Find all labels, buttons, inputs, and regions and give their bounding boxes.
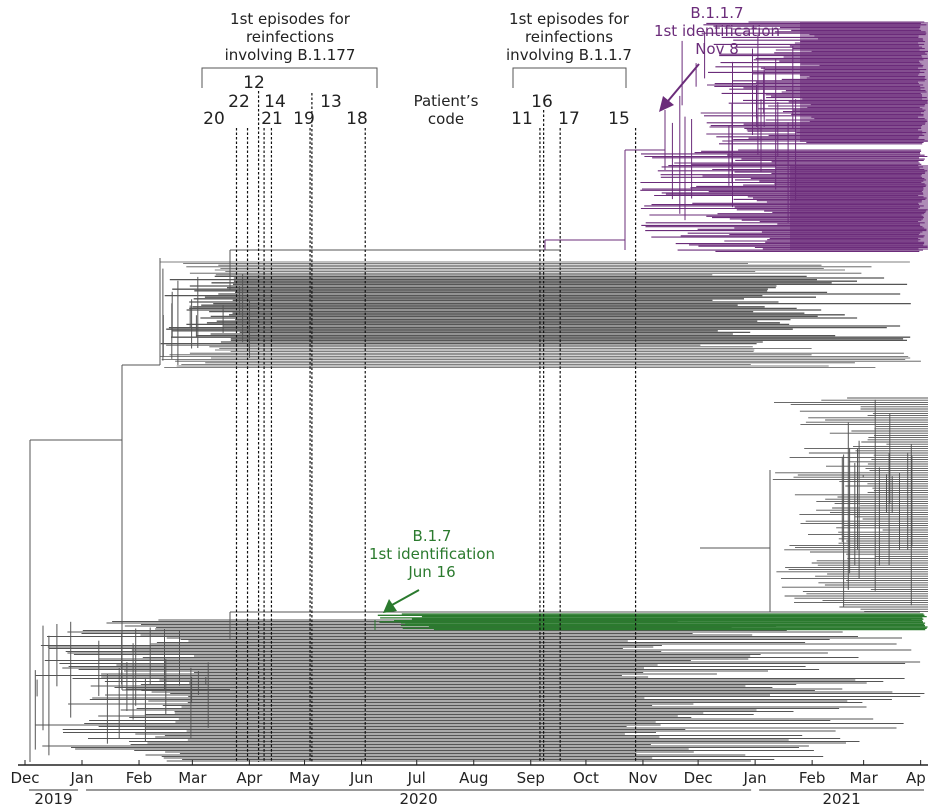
month-label: Oct: [573, 769, 599, 787]
b117-group-label: 1st episodes for reinfections involving …: [506, 10, 632, 64]
b17-ann-line-1: B.1.7: [413, 527, 452, 545]
b1177-label-line-2: reinfections: [246, 28, 334, 46]
code-label-16: 16: [531, 92, 553, 112]
code-label-11: 11: [511, 109, 533, 129]
b1177-label-line-1: 1st episodes for: [230, 10, 351, 28]
b117-ann-line-2: 1st identification: [654, 22, 780, 40]
b1177-label-line-3: involving B.1.177: [225, 46, 356, 64]
b17-first-annotation: B.1.7 1st identification Jun 16: [369, 527, 495, 613]
month-label: Ap: [906, 769, 926, 787]
year-label: 2020: [399, 790, 437, 806]
b117-label-line-3: involving B.1.1.7: [506, 46, 632, 64]
month-label: Jun: [349, 769, 373, 787]
b117-arrow-shaft: [667, 63, 700, 102]
month-label: Jan: [69, 769, 93, 787]
b117-arrow-head: [659, 96, 674, 112]
b117-clade-dense-fill-2: [790, 165, 928, 250]
month-label: May: [289, 769, 320, 787]
month-label: Jul: [407, 769, 426, 787]
code-label-14: 14: [264, 92, 286, 112]
month-label: Sep: [517, 769, 545, 787]
month-label: Jan: [743, 769, 767, 787]
b17-ann-line-3: Jun 16: [407, 563, 455, 581]
code-label-22: 22: [228, 92, 250, 112]
group-brackets: [201, 67, 627, 88]
clade-fills: [790, 22, 928, 250]
year-label: 2019: [34, 790, 72, 806]
code-label-12: 12: [243, 73, 265, 93]
month-label: Feb: [799, 769, 826, 787]
month-label: Aug: [459, 769, 488, 787]
b117-clade-dense-fill: [800, 22, 928, 142]
month-label: Nov: [628, 769, 657, 787]
code-label-13: 13: [320, 92, 342, 112]
x-axis: Dec Jan Feb Mar Apr May Jun Jul Aug Sep Oct Nov Dec J…: [10, 760, 926, 787]
month-label: Feb: [126, 769, 153, 787]
b117-ann-line-3: Nov 8: [695, 40, 739, 58]
month-label: Mar: [849, 769, 878, 787]
b117-label-line-1: 1st episodes for: [509, 10, 630, 28]
b117-bracket: [512, 67, 627, 88]
b17-arrow-shaft: [391, 589, 420, 606]
b1177-bracket: [201, 67, 378, 88]
tree-branches: [29, 21, 928, 762]
patient-code-line-2: code: [428, 110, 464, 128]
code-label-18: 18: [346, 109, 368, 129]
month-label: Mar: [178, 769, 207, 787]
month-label: Dec: [684, 769, 713, 787]
b17-arrow-head: [383, 599, 397, 613]
code-label-20: 20: [203, 109, 225, 129]
reinfection-episode-lines: [235, 91, 637, 762]
patient-code-label: Patient’s code: [414, 92, 479, 128]
b117-ann-line-1: B.1.1.7: [690, 4, 743, 22]
code-label-15: 15: [608, 109, 630, 129]
code-label-17: 17: [558, 109, 580, 129]
code-label-21: 21: [261, 109, 283, 129]
b17-ann-line-2: 1st identification: [369, 545, 495, 563]
b1177-group-label: 1st episodes for reinfections involving …: [225, 10, 356, 64]
year-axis: 2019 2020 2021: [29, 789, 924, 806]
month-label: Apr: [236, 769, 263, 787]
b117-first-annotation: B.1.1.7 1st identification Nov 8: [654, 4, 780, 112]
b117-label-line-2: reinfections: [525, 28, 613, 46]
month-label: Dec: [10, 769, 39, 787]
code-label-19: 19: [293, 109, 315, 129]
patient-code-line-1: Patient’s: [414, 92, 479, 110]
year-label: 2021: [822, 790, 860, 806]
